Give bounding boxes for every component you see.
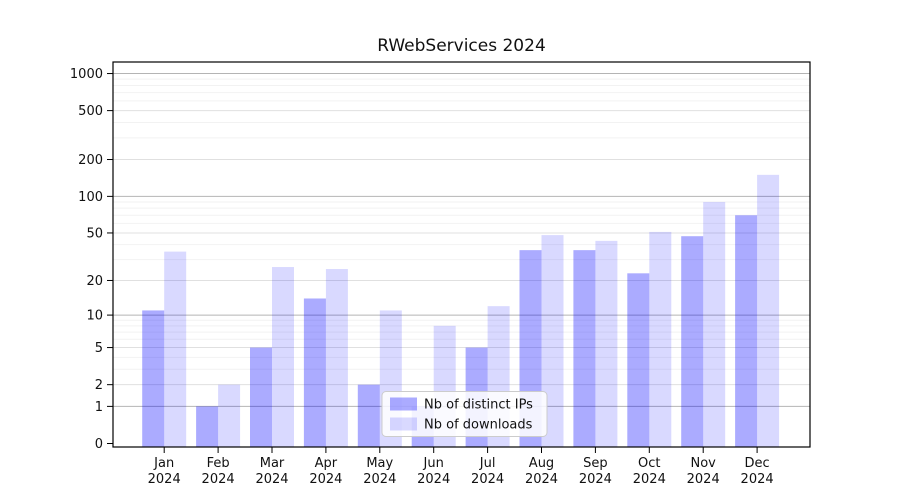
legend-label-ips: Nb of distinct IPs bbox=[424, 398, 533, 413]
bar-ips-feb bbox=[196, 406, 219, 447]
plot-border bbox=[112, 61, 811, 448]
bar-downloads-nov bbox=[703, 201, 726, 447]
bar-downloads-dec bbox=[757, 174, 780, 447]
x-axis-tick-label-month: Aug bbox=[529, 456, 554, 471]
bar-ips-may bbox=[357, 384, 380, 447]
bar-ips-dec bbox=[735, 215, 758, 447]
y-axis-tick-label: 2 bbox=[95, 378, 103, 393]
x-axis-tick-label-year: 2024 bbox=[363, 472, 396, 487]
x-axis-tick-label-year: 2024 bbox=[148, 472, 181, 487]
y-axis-tick-label: 20 bbox=[86, 274, 103, 289]
bar-downloads-feb bbox=[218, 384, 241, 447]
y-axis-tick-label: 10 bbox=[86, 309, 103, 324]
x-axis-tick-label-month: Nov bbox=[691, 456, 717, 471]
bar-ips-oct bbox=[627, 273, 650, 447]
x-axis-tick-label-month: Dec bbox=[745, 456, 770, 471]
x-axis-tick-label-year: 2024 bbox=[579, 472, 612, 487]
x-axis-tick-label-month: Jun bbox=[423, 456, 444, 471]
x-axis-tick-label-month: Feb bbox=[207, 456, 230, 471]
x-axis-tick-label-year: 2024 bbox=[309, 472, 342, 487]
bar-ips-jan bbox=[142, 310, 165, 447]
x-axis-tick-label-month: Apr bbox=[315, 456, 338, 471]
legend-swatch-ips bbox=[390, 397, 417, 411]
legend-swatch-downloads bbox=[390, 417, 417, 431]
x-axis-tick-label-year: 2024 bbox=[525, 472, 558, 487]
y-axis-tick-label: 500 bbox=[78, 104, 103, 119]
bar-downloads-apr bbox=[325, 269, 348, 447]
x-axis-tick-label-year: 2024 bbox=[471, 472, 504, 487]
legend: Nb of distinct IPs Nb of downloads bbox=[381, 391, 548, 437]
y-axis-tick-label: 0 bbox=[95, 437, 103, 452]
y-axis-tick-label: 50 bbox=[86, 226, 103, 241]
x-axis-tick-label-year: 2024 bbox=[417, 472, 450, 487]
x-axis-tick-label-month: Oct bbox=[638, 456, 660, 471]
bar-downloads-oct bbox=[649, 231, 672, 447]
x-axis-tick-label-month: Jul bbox=[479, 456, 496, 471]
bar-downloads-mar bbox=[272, 267, 294, 447]
x-axis-tick-label-month: Jan bbox=[153, 456, 174, 471]
x-axis-tick-label-month: May bbox=[366, 456, 393, 471]
y-axis-tick-label: 5 bbox=[95, 341, 103, 356]
legend-label-downloads: Nb of downloads bbox=[424, 418, 533, 433]
x-axis-tick-label-year: 2024 bbox=[741, 472, 774, 487]
bar-downloads-jan bbox=[164, 251, 187, 447]
x-axis-tick-label-month: Sep bbox=[583, 456, 608, 471]
y-axis-tick-label: 100 bbox=[78, 190, 103, 205]
x-axis-tick-label-year: 2024 bbox=[687, 472, 720, 487]
y-axis-tick-label: 200 bbox=[78, 153, 103, 168]
bar-ips-nov bbox=[681, 236, 704, 447]
x-axis-tick-label-year: 2024 bbox=[202, 472, 235, 487]
y-axis-tick-label: 1000 bbox=[70, 67, 103, 82]
bar-ips-apr bbox=[303, 298, 326, 447]
bar-downloads-sep bbox=[595, 240, 618, 447]
x-axis-tick-label-month: Mar bbox=[260, 456, 285, 471]
legend-box bbox=[381, 391, 548, 437]
bar-ips-mar bbox=[250, 347, 272, 447]
x-axis-tick-label-year: 2024 bbox=[255, 472, 288, 487]
bar-ips-sep bbox=[573, 250, 596, 447]
y-axis-tick-label: 1 bbox=[95, 400, 103, 415]
chart-title: RWebServices 2024 bbox=[377, 36, 546, 56]
x-axis-tick-label-year: 2024 bbox=[633, 472, 666, 487]
